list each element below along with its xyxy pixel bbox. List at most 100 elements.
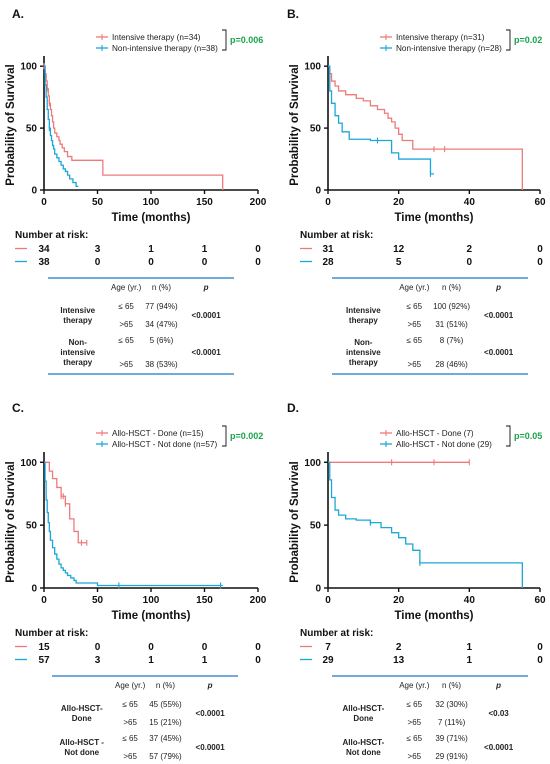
table-age: ≤ 65 [407, 302, 423, 311]
x-tick-label: 50 [92, 595, 104, 606]
risk-count: 0 [467, 257, 473, 268]
table-header: n (%) [152, 283, 171, 292]
risk-count: 1 [202, 244, 208, 255]
risk-count: 0 [95, 257, 101, 268]
risk-count: 3 [95, 244, 101, 255]
table-pvalue: <0.0001 [196, 743, 226, 752]
y-tick-label: 0 [31, 584, 37, 595]
table-group-label: intensive [346, 348, 381, 357]
table-pvalue: <0.0001 [192, 311, 222, 320]
table-count: 39 (71%) [435, 734, 468, 743]
km-curve-group1 [44, 66, 223, 190]
table-group-label: Allo-HSCT - [60, 738, 105, 747]
km-curve-group2 [44, 462, 223, 585]
risk-count: 0 [202, 257, 208, 268]
x-tick-label: 0 [41, 595, 47, 606]
risk-count: 0 [255, 257, 261, 268]
risk-count: 0 [202, 642, 208, 653]
risk-count: 0 [255, 642, 261, 653]
table-pvalue: <0.0001 [484, 743, 514, 752]
table-count: 100 (92%) [433, 302, 470, 311]
y-tick-label: 0 [315, 584, 321, 595]
table-pvalue: <0.0001 [192, 348, 222, 357]
risk-count: 12 [393, 244, 405, 255]
table-count: 31 (51%) [435, 320, 468, 329]
risk-title: Number at risk: [300, 628, 373, 639]
risk-count: 0 [537, 642, 543, 653]
legend-entry: Allo-HSCT - Done (7) [396, 429, 474, 438]
pvalue-bracket [222, 30, 226, 50]
y-axis-label: Probability of Survival [5, 64, 17, 185]
y-tick-label: 100 [304, 458, 321, 469]
legend-entry: Non-intensive therapy (n=38) [112, 44, 218, 53]
table-group-label: therapy [63, 358, 92, 367]
x-tick-label: 0 [41, 197, 47, 208]
table-pvalue: <0.0001 [484, 311, 514, 320]
table-count: 7 (11%) [438, 718, 466, 727]
table-group-label: Non- [354, 338, 373, 347]
table-header: p [207, 681, 213, 690]
table-count: 57 (79%) [149, 752, 182, 761]
risk-count: 0 [95, 642, 101, 653]
table-age: >65 [119, 320, 133, 329]
risk-count: 28 [322, 257, 334, 268]
table-group-label: therapy [349, 316, 378, 325]
x-axis-label: Time (months) [111, 610, 190, 622]
table-count: 34 (47%) [145, 320, 178, 329]
risk-count: 3 [95, 655, 101, 666]
y-tick-label: 100 [20, 458, 37, 469]
y-tick-label: 50 [310, 124, 322, 135]
risk-count: 0 [255, 244, 261, 255]
table-pvalue: <0.0001 [484, 348, 514, 357]
legend-entry: Non-intensive therapy (n=28) [396, 44, 502, 53]
table-group-label: Allo-HSCT- [342, 704, 384, 713]
x-tick-label: 50 [92, 197, 104, 208]
km-panel-d: D.0 20 40 60050100Time (months)Probability … [287, 401, 546, 764]
y-tick-label: 50 [310, 521, 322, 532]
x-tick-label: 150 [196, 595, 213, 606]
risk-count: 0 [148, 642, 154, 653]
panel-label: A. [12, 7, 24, 21]
table-group-label: intensive [60, 348, 95, 357]
table-header: n (%) [442, 283, 461, 292]
table-count: 38 (53%) [145, 360, 178, 369]
km-panel-b: B.0 20 40 60050100Time (months)Probability … [287, 7, 546, 374]
table-count: 32 (30%) [435, 700, 468, 709]
table-age: >65 [408, 320, 422, 329]
risk-count: 0 [148, 257, 154, 268]
table-age: ≤ 65 [407, 700, 423, 709]
x-axis-label: Time (months) [394, 212, 473, 224]
table-group-label: Intensive [346, 306, 381, 315]
x-tick-label: 20 [393, 595, 405, 606]
y-axis-label: Probability of Survival [289, 461, 301, 582]
table-header: p [203, 283, 209, 292]
x-tick-label: 100 [143, 595, 160, 606]
x-tick-label: 0 [325, 595, 331, 606]
risk-count: 38 [38, 257, 50, 268]
y-tick-label: 0 [315, 186, 321, 197]
risk-count: 0 [537, 244, 543, 255]
risk-count: 7 [325, 642, 331, 653]
pvalue-bracket [506, 426, 510, 446]
table-group-label: therapy [63, 316, 92, 325]
x-tick-label: 0 [325, 197, 331, 208]
risk-count: 29 [322, 655, 334, 666]
x-axis-label: Time (months) [394, 610, 473, 622]
risk-title: Number at risk: [15, 230, 88, 241]
km-curve-group1 [328, 66, 522, 190]
table-group-label: Done [72, 714, 93, 723]
panel-label: C. [12, 401, 24, 415]
pvalue-bracket [506, 30, 510, 50]
table-group-label: Intensive [60, 306, 95, 315]
legend-entry: Intensive therapy (n=34) [112, 33, 201, 42]
table-header: n (%) [442, 681, 461, 690]
table-group-label: therapy [349, 358, 378, 367]
legend-entry: Intensive therapy (n=31) [396, 33, 485, 42]
y-tick-label: 50 [26, 521, 38, 532]
table-age: ≤ 65 [407, 734, 423, 743]
risk-count: 57 [38, 655, 50, 666]
risk-count: 1 [148, 655, 154, 666]
legend-entry: Allo-HSCT - Not done (n=57) [112, 440, 217, 449]
x-tick-label: 200 [250, 595, 267, 606]
